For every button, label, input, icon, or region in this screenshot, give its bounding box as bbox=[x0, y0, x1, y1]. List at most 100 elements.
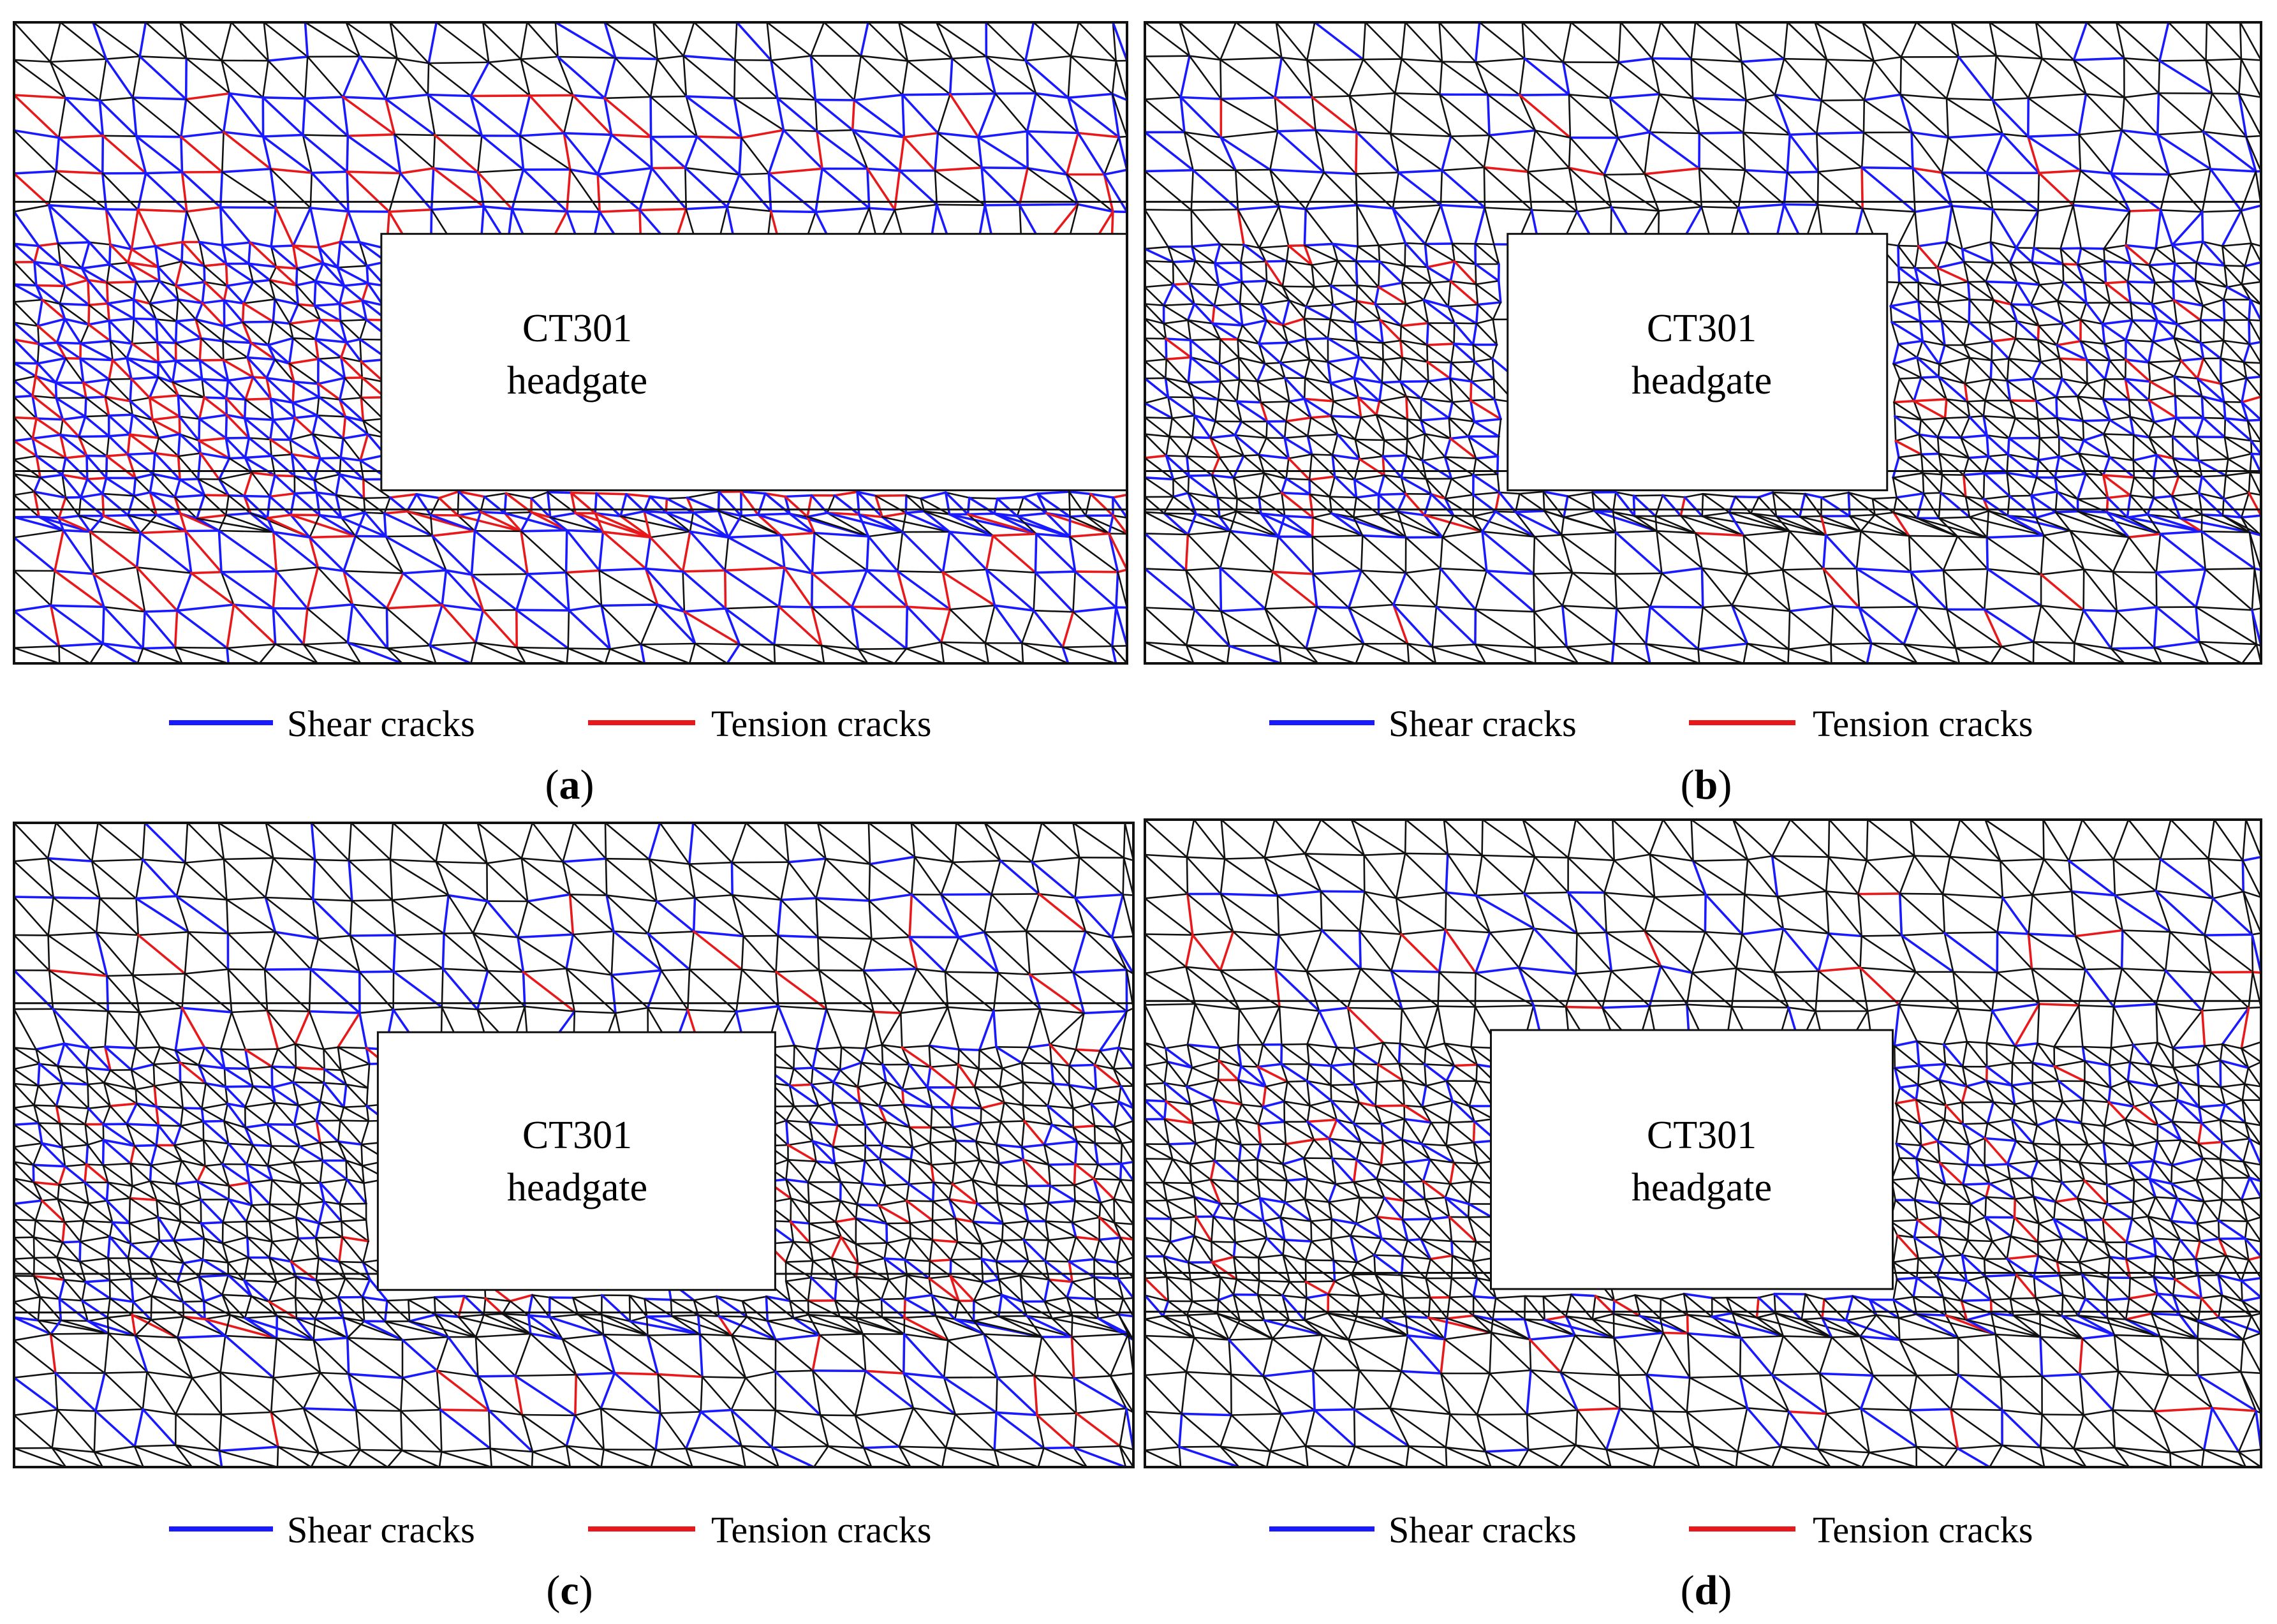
mesh-edge bbox=[2069, 529, 2114, 573]
mesh-edge bbox=[1303, 306, 1307, 320]
shear-crack bbox=[1218, 281, 1243, 286]
shear-crack bbox=[267, 337, 295, 346]
mesh-edge bbox=[174, 646, 228, 649]
shear-crack bbox=[2171, 244, 2198, 264]
shear-crack bbox=[1256, 362, 1266, 383]
mesh-edge bbox=[905, 647, 945, 665]
mesh-edge bbox=[487, 58, 522, 63]
tension-crack bbox=[360, 396, 365, 422]
tension-crack bbox=[811, 606, 823, 647]
mesh-edge bbox=[1406, 418, 1422, 422]
shear-crack bbox=[546, 491, 573, 494]
shear-crack bbox=[306, 603, 354, 610]
mesh-edge bbox=[1025, 930, 1031, 975]
mesh-edge bbox=[2223, 436, 2252, 442]
mesh-edge bbox=[435, 822, 445, 863]
mesh-edge bbox=[1534, 129, 1570, 169]
mesh-edge bbox=[2078, 133, 2082, 172]
mesh-edge bbox=[312, 433, 344, 439]
tension-crack bbox=[87, 279, 91, 307]
shear-crack bbox=[2131, 319, 2158, 322]
tension-crack bbox=[288, 357, 320, 365]
mesh-edge bbox=[2055, 396, 2084, 422]
shear-crack bbox=[517, 933, 575, 939]
mesh-edge bbox=[1542, 491, 1565, 519]
tension-crack bbox=[2102, 474, 2109, 499]
shear-crack bbox=[226, 284, 245, 305]
shear-crack bbox=[1889, 305, 1922, 323]
shear-crack bbox=[2155, 209, 2162, 250]
shear-crack bbox=[180, 131, 225, 138]
mesh-edge bbox=[1286, 260, 1313, 266]
mesh-edge bbox=[1219, 380, 1238, 402]
mesh-edge bbox=[520, 857, 571, 896]
mesh-edge bbox=[1743, 131, 1746, 172]
shear-crack bbox=[1912, 376, 1922, 402]
tension-crack bbox=[1917, 245, 1939, 269]
shear-crack bbox=[319, 456, 343, 460]
shear-crack bbox=[811, 569, 868, 575]
shear-crack bbox=[2250, 439, 2262, 456]
mesh-edge bbox=[2198, 640, 2257, 646]
mesh-edge bbox=[394, 933, 445, 936]
mesh-edge bbox=[649, 95, 688, 98]
shear-crack bbox=[225, 379, 230, 400]
shear-crack bbox=[309, 207, 350, 213]
mesh-edge bbox=[104, 1010, 109, 1048]
mesh-edge bbox=[35, 455, 67, 459]
mesh-edge bbox=[2225, 458, 2229, 476]
shear-crack bbox=[64, 457, 89, 481]
mesh-edge bbox=[1003, 1102, 1024, 1106]
shear-crack bbox=[1603, 137, 1619, 176]
mesh-edge bbox=[59, 21, 107, 60]
mesh-edge bbox=[220, 571, 235, 606]
shear-crack bbox=[2126, 516, 2203, 533]
shear-crack bbox=[313, 304, 342, 322]
mesh-edge bbox=[569, 168, 601, 213]
shear-crack bbox=[640, 643, 646, 665]
mesh-edge bbox=[2248, 531, 2256, 570]
shear-crack bbox=[175, 320, 203, 340]
shear-crack bbox=[339, 320, 348, 344]
mesh-edge bbox=[1378, 260, 1406, 267]
tension-crack bbox=[903, 131, 940, 138]
tension-crack bbox=[851, 99, 856, 131]
mesh-edge bbox=[2030, 476, 2038, 497]
mesh-edge bbox=[175, 342, 201, 362]
mesh-edge bbox=[2158, 92, 2204, 133]
mesh-edge bbox=[1873, 56, 1902, 62]
mesh-edge bbox=[1327, 337, 1358, 343]
mesh-edge bbox=[2195, 262, 2228, 288]
mesh-edge bbox=[345, 1083, 369, 1089]
shear-crack bbox=[515, 609, 570, 650]
tension-crack bbox=[137, 934, 186, 975]
mesh-edge bbox=[1144, 260, 1174, 263]
shear-crack bbox=[1327, 356, 1360, 364]
shear-crack bbox=[339, 456, 365, 481]
mesh-edge bbox=[1427, 380, 1454, 403]
mesh-edge bbox=[2160, 173, 2170, 211]
mesh-edge bbox=[793, 1044, 795, 1070]
shear-crack bbox=[767, 172, 772, 212]
shear-crack bbox=[55, 318, 66, 344]
tension-crack bbox=[570, 491, 598, 495]
mesh-edge bbox=[2084, 473, 2109, 499]
mesh-edge bbox=[999, 1086, 1005, 1104]
mesh-edge bbox=[435, 21, 490, 63]
shear-crack bbox=[243, 417, 251, 439]
shear-crack bbox=[476, 171, 485, 208]
mesh-edge bbox=[2225, 475, 2250, 494]
tension-crack bbox=[181, 240, 205, 267]
shear-crack bbox=[1910, 131, 1950, 139]
mesh-edge bbox=[58, 97, 66, 139]
mesh-edge bbox=[1735, 21, 1785, 60]
shear-crack bbox=[2155, 606, 2200, 644]
mesh-edge bbox=[482, 21, 490, 63]
shear-crack bbox=[247, 262, 271, 282]
shear-crack bbox=[853, 93, 904, 101]
shear-crack bbox=[625, 492, 645, 513]
mesh-edge bbox=[200, 337, 225, 361]
shear-crack bbox=[336, 266, 346, 287]
shear-crack bbox=[906, 605, 943, 644]
shear-crack bbox=[223, 1067, 250, 1070]
